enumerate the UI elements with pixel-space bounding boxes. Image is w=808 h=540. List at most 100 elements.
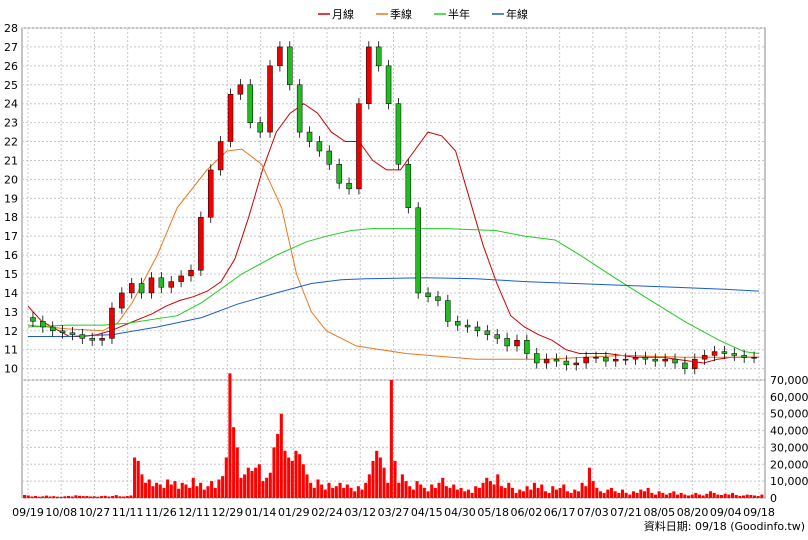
candle-body <box>514 340 520 347</box>
price-tick-label: 14 <box>4 287 18 300</box>
volume-bar <box>74 495 78 498</box>
price-tick-label: 12 <box>4 325 18 338</box>
volume-bar <box>584 486 588 498</box>
legend-label: 季線 <box>390 7 412 21</box>
candle-body <box>296 84 303 133</box>
volume-bar <box>26 495 30 498</box>
volume-bar <box>444 486 448 498</box>
volume-bar <box>133 457 137 498</box>
candle-body <box>543 358 550 364</box>
volume-bar <box>415 481 419 498</box>
price-tick-label: 15 <box>4 268 18 281</box>
volume-bar <box>422 487 426 498</box>
volume-bar <box>730 492 735 498</box>
volume-bar <box>56 496 60 498</box>
volume-bar <box>158 484 162 498</box>
volume-bar <box>166 479 170 498</box>
volume-bar <box>433 487 437 498</box>
volume-bar <box>257 464 261 498</box>
volume-bar <box>518 489 522 498</box>
volume-bar <box>89 496 93 498</box>
candle-body <box>109 307 115 339</box>
candle-body <box>40 321 46 328</box>
price-tick-label: 21 <box>4 154 18 167</box>
x-tick-label: 12/11 <box>178 506 210 519</box>
volume-tick-label: 20,000 <box>770 458 808 471</box>
price-tick-label: 10 <box>4 363 18 376</box>
volume-bar <box>144 482 148 498</box>
candle-body <box>148 277 155 294</box>
x-tick-label: 06/17 <box>544 506 576 519</box>
x-tick-label: 06/02 <box>511 506 543 519</box>
volume-bar <box>63 496 67 498</box>
price-tick-label: 28 <box>4 22 18 35</box>
volume-bar <box>573 489 577 498</box>
x-tick-label: 09/18 <box>743 506 775 519</box>
volume-bar <box>37 496 41 498</box>
ma-line-年線 <box>28 277 760 337</box>
volume-bar <box>147 479 151 498</box>
x-tick-label: 03/12 <box>344 506 376 519</box>
candle-body <box>454 321 461 326</box>
volume-bar <box>404 481 408 498</box>
volume-bar <box>81 496 85 498</box>
volume-tick-label: 60,000 <box>770 391 808 404</box>
volume-bar <box>441 477 445 498</box>
volume-bar <box>569 492 573 498</box>
volume-bar <box>210 481 214 498</box>
volume-bar <box>452 484 456 498</box>
volume-bar <box>492 484 496 498</box>
volume-bar <box>118 496 122 498</box>
volume-bar <box>342 487 346 498</box>
volume-bar <box>107 496 111 498</box>
candle-body <box>652 358 659 362</box>
volume-panel: 0 10,000 20,000 30,000 40,000 50,000 60,000 70,… <box>21 373 808 505</box>
volume-bar <box>378 457 382 498</box>
candle-body <box>237 84 244 95</box>
candle-body <box>642 357 649 360</box>
volume-bar <box>602 492 606 498</box>
legend-label: 年線 <box>506 7 528 21</box>
data-date-caption: 資料日期: 09/18 (Goodinfo.tw) <box>644 519 805 533</box>
volume-bar <box>59 496 63 498</box>
volume-bar <box>532 482 536 498</box>
candle-body <box>445 300 451 322</box>
candle-body <box>79 334 86 339</box>
volume-bar <box>646 487 650 498</box>
volume-bar <box>136 460 140 498</box>
candle-body <box>563 360 570 366</box>
volume-bar <box>679 492 683 498</box>
candle-body <box>356 103 362 190</box>
volume-bar <box>305 474 309 498</box>
volume-bar <box>672 491 676 498</box>
x-tick-label: 11/26 <box>145 506 177 519</box>
candle-body <box>405 164 412 209</box>
volume-bar <box>683 494 687 498</box>
volume-bar <box>712 492 716 498</box>
x-tick-label: 02/24 <box>311 506 343 519</box>
volume-bar <box>554 489 558 498</box>
candle-body <box>593 357 599 359</box>
volume-bar <box>613 491 617 498</box>
candle-body <box>49 326 56 332</box>
volume-bar <box>217 479 221 498</box>
volume-bar <box>745 494 749 498</box>
volume-bar <box>85 496 89 498</box>
volume-tick-label: 0 <box>770 492 777 505</box>
volume-bar <box>598 491 602 498</box>
volume-bar <box>664 494 669 498</box>
volume-bar <box>239 477 243 498</box>
volume-bar <box>67 496 71 498</box>
volume-bar <box>122 496 126 498</box>
volume-bar <box>756 496 760 498</box>
volume-bar <box>173 481 177 498</box>
volume-bar <box>595 487 599 498</box>
volume-bar <box>265 477 269 498</box>
candle-body <box>751 357 757 359</box>
volume-bar <box>393 460 397 498</box>
volume-bar <box>580 482 584 498</box>
volume-bar <box>496 474 500 498</box>
volume-bar <box>521 491 525 498</box>
price-tick-label: 16 <box>4 249 18 262</box>
